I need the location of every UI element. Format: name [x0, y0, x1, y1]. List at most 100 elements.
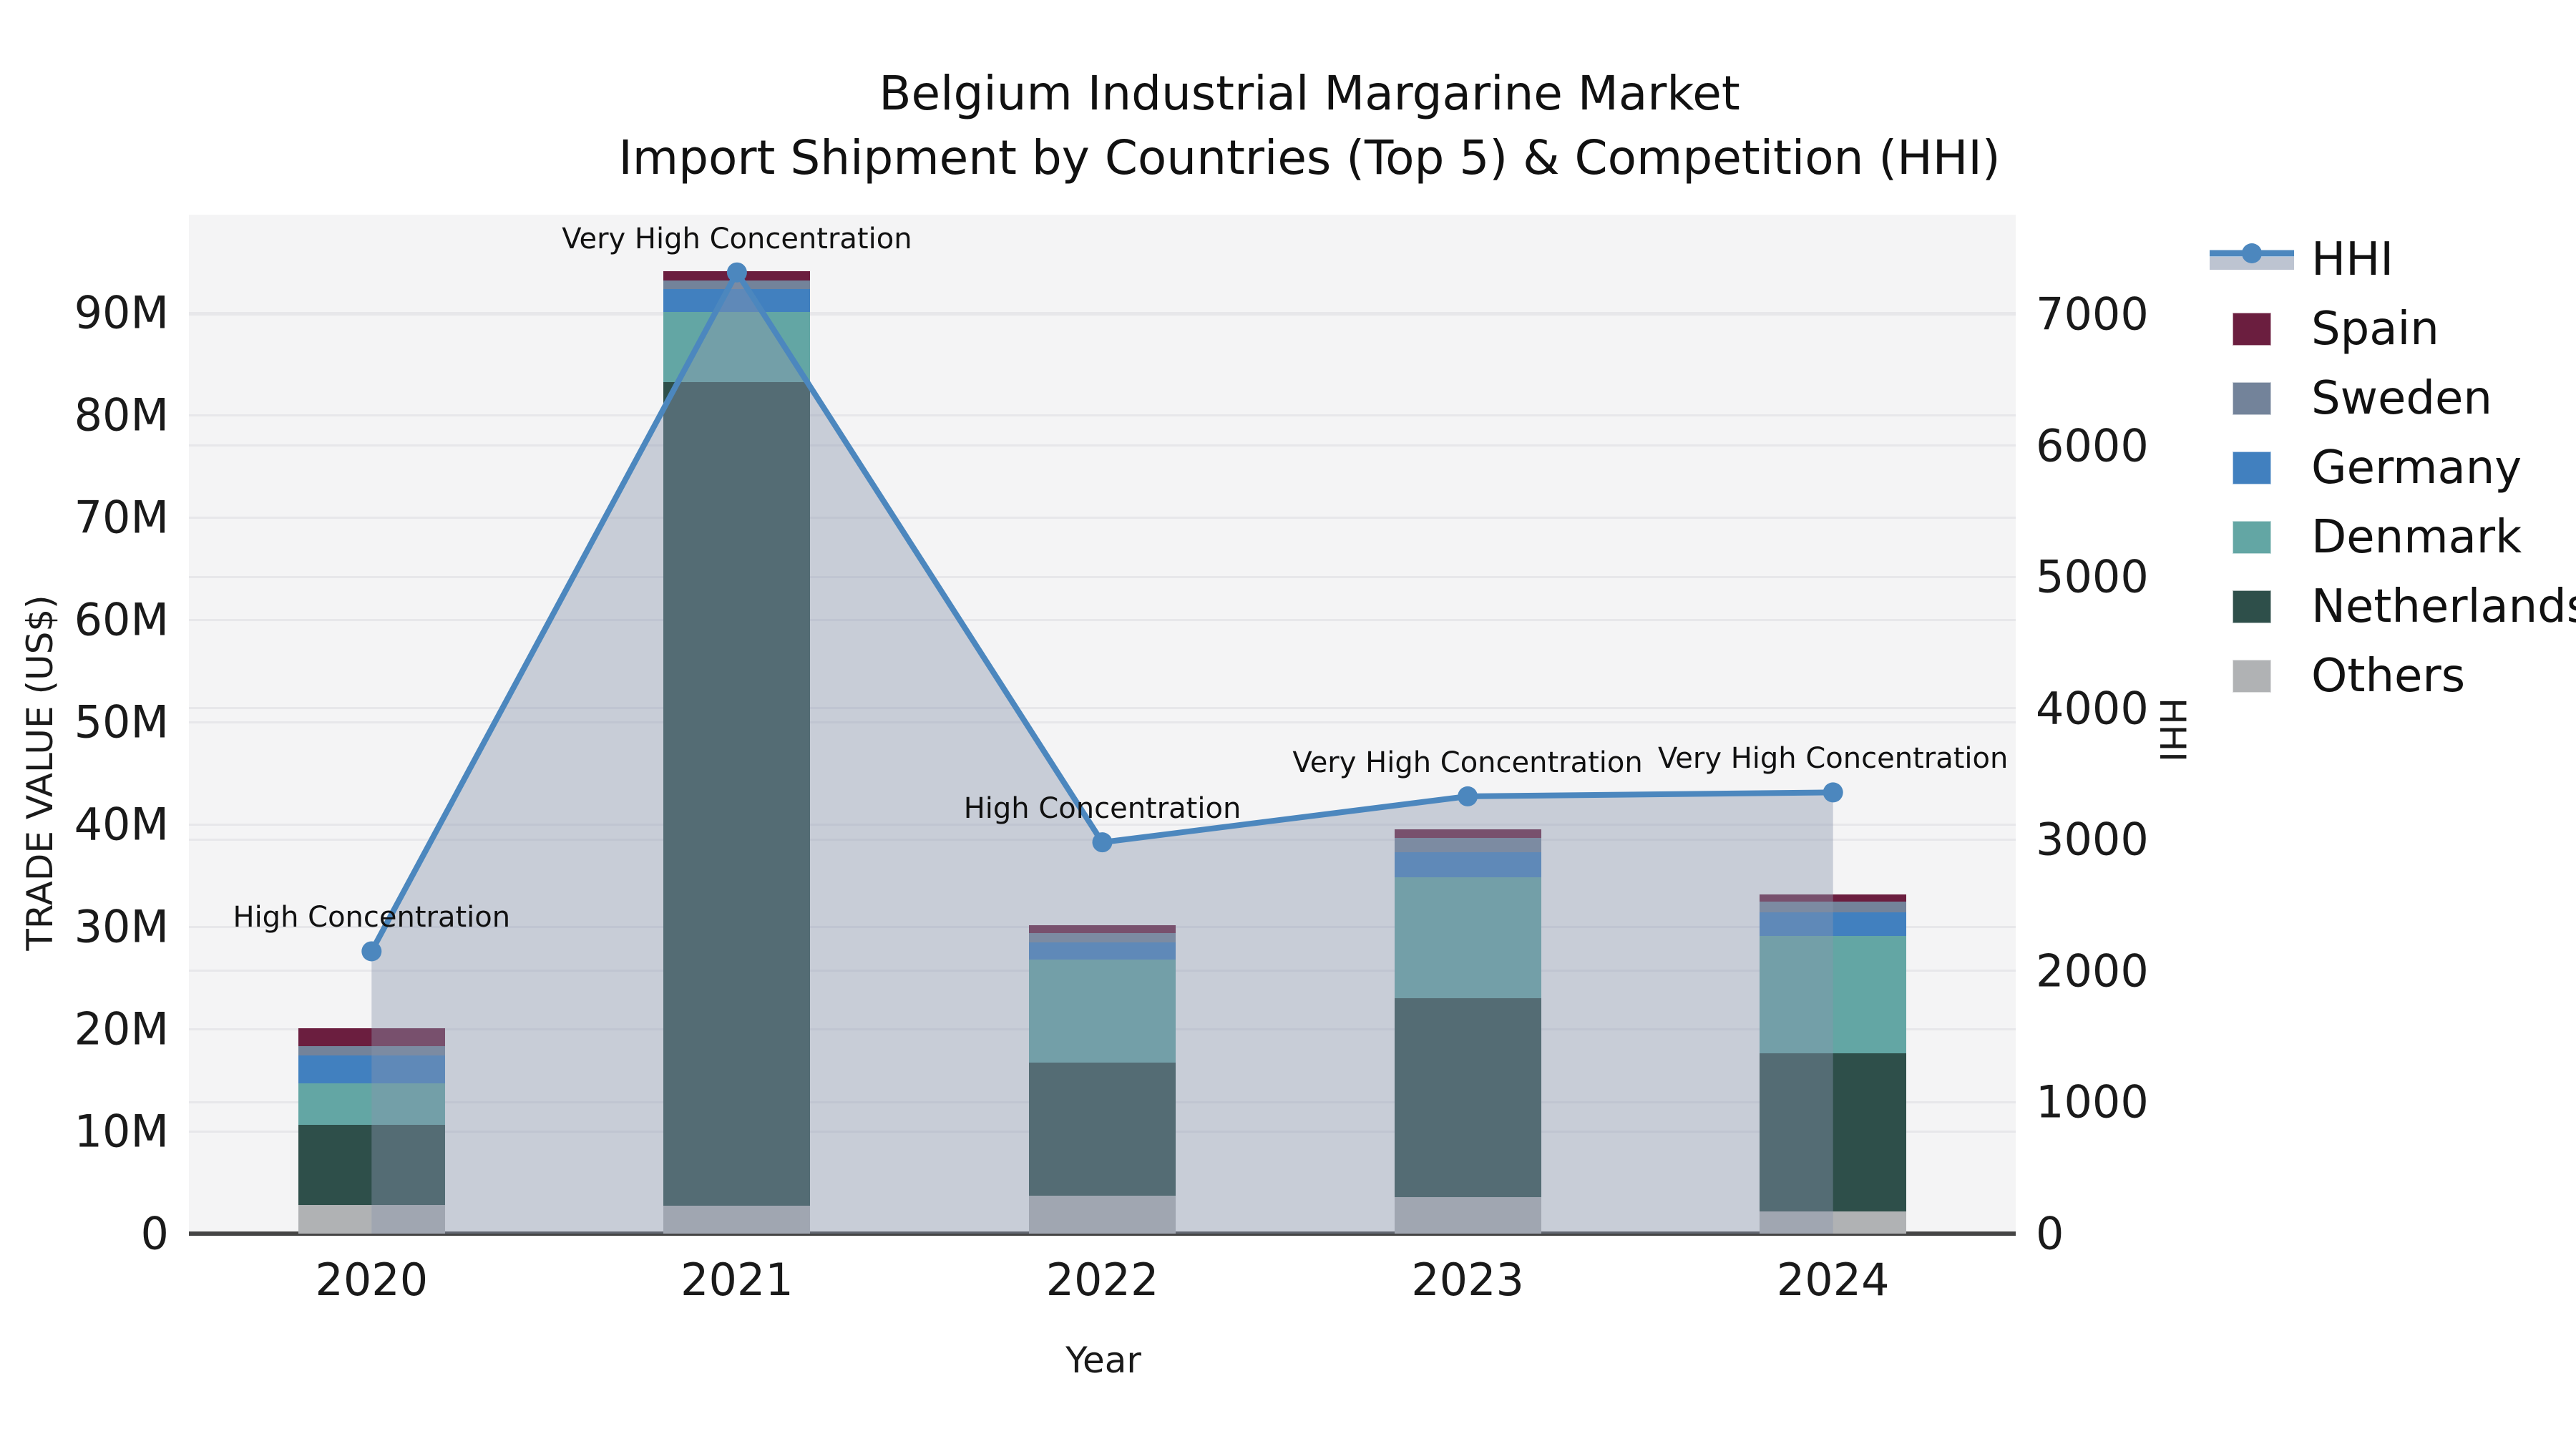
hhi-annotation: High Concentration: [233, 901, 511, 935]
x-axis-tick-label: 2022: [1045, 1254, 1159, 1306]
gridline-left: [189, 721, 2016, 723]
x-axis-tick-label: 2023: [1411, 1254, 1524, 1306]
right-axis-tick-label: 1000: [2036, 1075, 2149, 1128]
hhi-annotation: Very High Concentration: [1292, 746, 1643, 779]
gridline-left: [189, 618, 2016, 621]
bar-segment-others: [663, 1206, 811, 1234]
left-axis-tick-label: 90M: [74, 286, 169, 339]
hhi-marker: [1823, 782, 1843, 803]
left-axis-tick-label: 10M: [74, 1105, 169, 1158]
legend-label: Sweden: [2311, 371, 2492, 425]
bar-segment-denmark: [298, 1083, 445, 1126]
hhi-annotation: Very High Concentration: [1658, 742, 2009, 776]
right-axis-tick-label: 0: [2036, 1207, 2064, 1260]
right-axis-tick-label: 3000: [2036, 813, 2149, 866]
gridline-right: [189, 575, 2016, 578]
bar-segment-denmark: [1394, 877, 1541, 999]
hhi-annotation: Very High Concentration: [562, 222, 912, 255]
spain-legend-icon: [2208, 312, 2296, 346]
gridline-right: [189, 444, 2016, 447]
legend-label: Netherlands: [2311, 580, 2576, 633]
legend-label: HHI: [2311, 233, 2394, 286]
bar-segment-others: [1760, 1211, 1907, 1234]
right-axis-tick-label: 5000: [2036, 550, 2149, 603]
left-axis-tick-label: 20M: [74, 1002, 169, 1055]
right-axis-tick-label: 6000: [2036, 419, 2149, 472]
bar-segment-netherlands: [663, 382, 811, 1206]
bar-segment-denmark: [1760, 935, 1907, 1054]
legend-item-spain: Spain: [2208, 294, 2576, 364]
legend-item-others: Others: [2208, 641, 2576, 711]
netherlands-color-swatch: [2233, 590, 2271, 623]
chart-title: Belgium Industrial Margarine Market: [879, 66, 1740, 121]
bar-segment-spain: [663, 271, 811, 281]
others-legend-icon: [2208, 659, 2296, 693]
denmark-legend-icon: [2208, 520, 2296, 554]
bar-segment-sweden: [1029, 933, 1176, 942]
sweden-color-swatch: [2233, 381, 2271, 415]
hhi-marker: [361, 941, 382, 962]
legend-label: Others: [2311, 649, 2466, 703]
denmark-color-swatch: [2233, 520, 2271, 554]
bar-segment-germany: [1394, 852, 1541, 878]
hhi-marker: [1458, 786, 1478, 806]
bar-segment-sweden: [663, 280, 811, 290]
hhi-line: [369, 269, 1836, 955]
bar-segment-sweden: [298, 1046, 445, 1056]
left-axis-tick-label: 0: [140, 1207, 169, 1260]
left-axis-tick-label: 60M: [74, 593, 169, 646]
gridline-left: [189, 414, 2016, 416]
others-color-swatch: [2233, 659, 2271, 693]
left-axis-tick-label: 30M: [74, 900, 169, 953]
bar-segment-germany: [298, 1055, 445, 1083]
chart-subtitle: Import Shipment by Countries (Top 5) & C…: [618, 130, 2001, 185]
bar-segment-others: [1394, 1196, 1541, 1234]
bar-segment-netherlands: [1394, 998, 1541, 1197]
x-axis-tick-label: 2024: [1776, 1254, 1890, 1306]
x-axis-line: [189, 1231, 2016, 1236]
bar-segment-denmark: [663, 311, 811, 383]
legend-label: Spain: [2311, 302, 2439, 356]
bar-segment-spain: [1760, 894, 1907, 902]
legend-label: Denmark: [2311, 510, 2522, 564]
bar-segment-spain: [298, 1028, 445, 1047]
hhi-annotation: High Concentration: [963, 792, 1241, 826]
legend-label: Germany: [2311, 441, 2522, 494]
spain-color-swatch: [2233, 312, 2271, 346]
hhi-marker: [1092, 832, 1113, 853]
legend-item-hhi: HHI: [2208, 225, 2576, 294]
legend-item-sweden: Sweden: [2208, 364, 2576, 433]
germany-legend-icon: [2208, 451, 2296, 484]
germany-color-swatch: [2233, 451, 2271, 484]
bar-segment-sweden: [1760, 902, 1907, 913]
gridline-left: [189, 516, 2016, 519]
plot-area: 0 10M 20M 30M 40M 50M 60M 70M 80M 90M 0 1000 2000 300…: [74, 215, 2149, 1306]
bar-segment-sweden: [1394, 838, 1541, 853]
bar-segment-others: [298, 1204, 445, 1234]
bar-segment-spain: [1394, 829, 1541, 839]
x-axis-tick-label: 2020: [315, 1254, 429, 1306]
legend-item-denmark: Denmark: [2208, 502, 2576, 572]
netherlands-legend-icon: [2208, 590, 2296, 623]
right-axis-tick-label: 7000: [2036, 288, 2149, 341]
bar-segment-germany: [1029, 942, 1176, 960]
left-axis-title: TRADE VALUE (US$): [19, 595, 61, 951]
gridline-right: [189, 313, 2016, 316]
bar-segment-netherlands: [1760, 1053, 1907, 1211]
bar-segment-others: [1029, 1196, 1176, 1234]
legend: HHI Spain Sweden Germany Denmark Netherlands O…: [2208, 225, 2576, 711]
legend-item-netherlands: Netherlands: [2208, 572, 2576, 641]
bar-segment-denmark: [1029, 959, 1176, 1063]
sweden-legend-icon: [2208, 381, 2296, 415]
left-axis-tick-label: 70M: [74, 491, 169, 544]
right-axis-tick-label: 4000: [2036, 682, 2149, 735]
right-axis-tick-label: 2000: [2036, 945, 2149, 997]
bar-segment-germany: [1760, 912, 1907, 936]
left-axis-tick-label: 40M: [74, 798, 169, 851]
bar-segment-germany: [663, 289, 811, 312]
x-axis-title: Year: [1065, 1340, 1141, 1381]
left-axis-tick-label: 80M: [74, 389, 169, 441]
left-axis-tick-label: 50M: [74, 696, 169, 748]
bar-segment-netherlands: [298, 1125, 445, 1205]
